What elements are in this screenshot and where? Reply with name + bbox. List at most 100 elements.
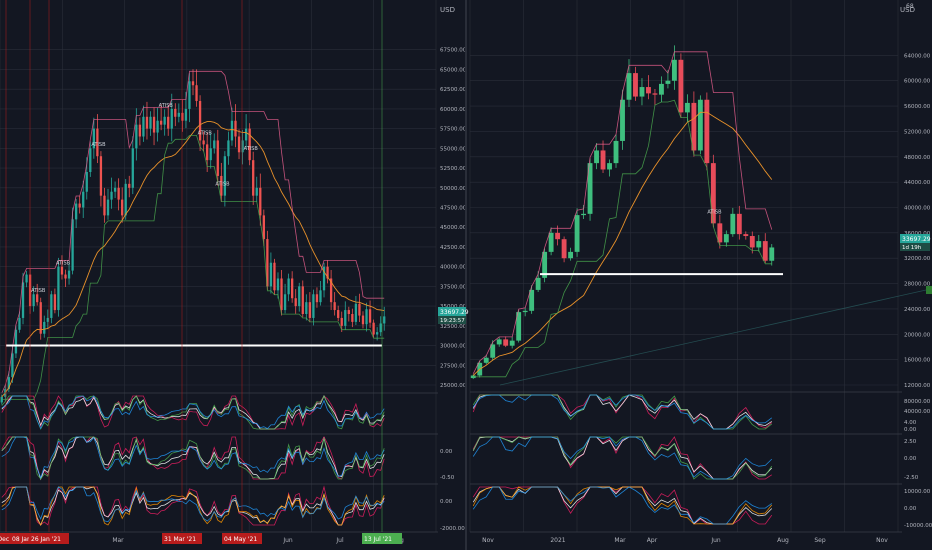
candle-body[interactable] xyxy=(365,309,368,325)
candle-body[interactable] xyxy=(92,128,95,149)
candle-body[interactable] xyxy=(106,199,110,216)
candle-body[interactable] xyxy=(269,262,273,287)
candle-body[interactable] xyxy=(344,310,347,326)
candle-body[interactable] xyxy=(39,302,42,334)
candle-body[interactable] xyxy=(71,219,74,271)
candle-body[interactable] xyxy=(202,140,205,145)
candle-body[interactable] xyxy=(581,213,586,216)
candle-body[interactable] xyxy=(368,309,372,323)
candle-body[interactable] xyxy=(723,234,729,243)
candle-body[interactable] xyxy=(220,175,223,196)
candle-body[interactable] xyxy=(730,213,736,235)
candle-body[interactable] xyxy=(379,323,382,333)
candle-body[interactable] xyxy=(191,81,195,86)
candle-body[interactable] xyxy=(276,278,280,291)
candle-body[interactable] xyxy=(568,251,574,259)
candle-body[interactable] xyxy=(138,124,142,137)
candle-body[interactable] xyxy=(340,317,343,326)
candle-body[interactable] xyxy=(110,191,113,200)
candle-body[interactable] xyxy=(7,377,11,389)
candle-body[interactable] xyxy=(736,213,742,235)
candle-body[interactable] xyxy=(198,101,202,141)
candle-body[interactable] xyxy=(152,116,156,133)
candle-body[interactable] xyxy=(333,302,336,311)
candle-body[interactable] xyxy=(209,148,212,161)
candle-body[interactable] xyxy=(717,223,723,243)
candle-body[interactable] xyxy=(46,317,49,322)
event-date-tag[interactable] xyxy=(29,533,69,544)
candle-body[interactable] xyxy=(294,298,297,307)
candle-body[interactable] xyxy=(347,310,350,314)
candle-body[interactable] xyxy=(291,278,294,299)
candle-body[interactable] xyxy=(326,266,329,279)
candle-body[interactable] xyxy=(626,73,632,100)
candle-body[interactable] xyxy=(319,290,322,303)
candle-body[interactable] xyxy=(113,187,117,192)
candle-body[interactable] xyxy=(53,294,57,311)
candle-body[interactable] xyxy=(298,286,301,307)
candle-body[interactable] xyxy=(121,199,124,216)
candle-body[interactable] xyxy=(131,148,134,188)
candle-body[interactable] xyxy=(691,102,697,151)
candle-body[interactable] xyxy=(50,294,53,318)
candle-body[interactable] xyxy=(241,140,244,153)
candle-body[interactable] xyxy=(743,234,749,237)
candle-body[interactable] xyxy=(600,150,606,170)
candle-body[interactable] xyxy=(244,128,248,141)
candle-body[interactable] xyxy=(159,120,163,125)
candle-body[interactable] xyxy=(322,266,326,291)
candle-body[interactable] xyxy=(607,163,612,170)
candle-body[interactable] xyxy=(124,183,127,216)
candle-body[interactable] xyxy=(181,112,184,121)
candle-body[interactable] xyxy=(639,87,645,97)
candle-body[interactable] xyxy=(697,99,703,151)
candle-body[interactable] xyxy=(195,85,198,101)
candle-body[interactable] xyxy=(710,163,716,224)
candle-body[interactable] xyxy=(678,59,684,113)
candle-body[interactable] xyxy=(163,116,166,125)
candle-body[interactable] xyxy=(358,303,361,316)
candle-body[interactable] xyxy=(529,289,535,311)
candle-body[interactable] xyxy=(620,99,625,141)
candle-body[interactable] xyxy=(522,310,528,313)
candle-body[interactable] xyxy=(21,282,25,318)
event-date-tag[interactable] xyxy=(222,533,262,544)
candle-body[interactable] xyxy=(337,310,340,318)
candle-body[interactable] xyxy=(117,187,120,200)
candle-body[interactable] xyxy=(74,203,78,220)
left-chart-pane[interactable]: 67500.00 65000.00 62500.00 60000.00 57500.00… xyxy=(0,0,467,544)
candle-body[interactable] xyxy=(361,315,365,325)
candle-body[interactable] xyxy=(315,294,319,303)
candle-body[interactable] xyxy=(32,294,35,307)
candle-body[interactable] xyxy=(174,108,177,117)
candle-body[interactable] xyxy=(67,270,71,279)
candle-body[interactable] xyxy=(156,120,159,133)
candle-body[interactable] xyxy=(273,262,276,291)
candle-body[interactable] xyxy=(216,140,219,176)
candle-body[interactable] xyxy=(89,148,92,172)
candle-body[interactable] xyxy=(64,274,67,279)
candle-body[interactable] xyxy=(509,340,515,346)
candle-body[interactable] xyxy=(128,183,131,188)
candle-body[interactable] xyxy=(167,116,170,129)
candle-body[interactable] xyxy=(516,312,522,341)
candle-body[interactable] xyxy=(85,172,88,192)
candle-body[interactable] xyxy=(259,187,262,216)
candle-body[interactable] xyxy=(57,266,60,311)
candle-body[interactable] xyxy=(351,314,354,322)
candle-body[interactable] xyxy=(535,277,541,290)
candle-body[interactable] xyxy=(383,316,386,324)
candle-body[interactable] xyxy=(99,156,103,196)
candle-body[interactable] xyxy=(60,266,64,275)
candle-body[interactable] xyxy=(0,396,3,403)
candle-body[interactable] xyxy=(177,112,180,117)
candle-body[interactable] xyxy=(375,332,379,335)
candle-body[interactable] xyxy=(354,303,358,322)
candle-body[interactable] xyxy=(135,124,138,149)
candle-body[interactable] xyxy=(329,278,333,303)
candle-body[interactable] xyxy=(756,241,762,248)
candle-body[interactable] xyxy=(78,203,81,208)
candle-body[interactable] xyxy=(749,236,755,248)
candle-body[interactable] xyxy=(305,302,308,314)
right-chart-pane[interactable]: 64000.00 60000.00 56000.00 52000.00 48000.00… xyxy=(469,0,932,544)
